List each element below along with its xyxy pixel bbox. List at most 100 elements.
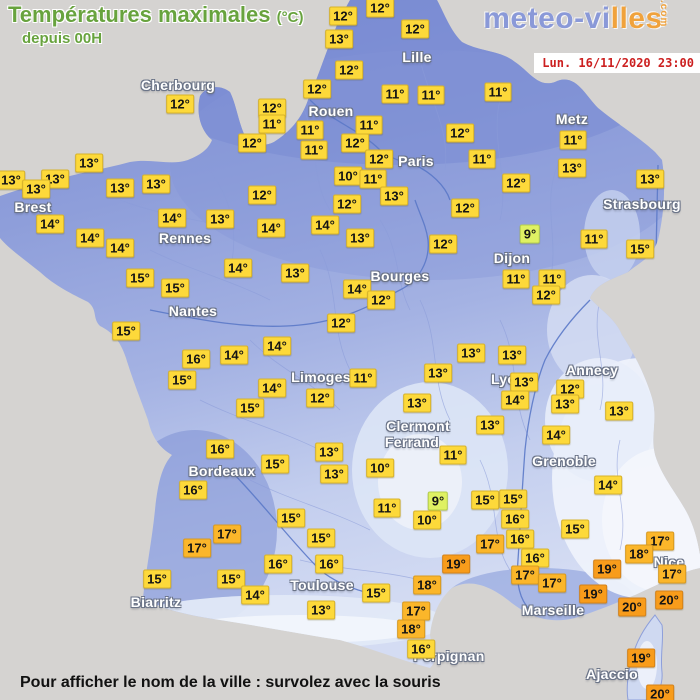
temp-label[interactable]: 13°	[605, 401, 633, 421]
temp-label[interactable]: 15°	[307, 528, 335, 548]
temp-label[interactable]: 10°	[413, 510, 441, 530]
temp-label[interactable]: 11°	[359, 169, 387, 189]
temp-label[interactable]: 14°	[241, 585, 269, 605]
temp-label[interactable]: 15°	[112, 321, 140, 341]
temp-label[interactable]: 15°	[277, 508, 305, 528]
temp-label[interactable]: 16°	[179, 480, 207, 500]
temp-label[interactable]: 13°	[75, 153, 103, 173]
temp-label[interactable]: 14°	[311, 215, 339, 235]
temp-label[interactable]: 12°	[166, 94, 194, 114]
temp-label[interactable]: 12°	[367, 290, 395, 310]
temp-label[interactable]: 13°	[106, 178, 134, 198]
temp-label[interactable]: 14°	[76, 228, 104, 248]
temp-label[interactable]: 19°	[593, 559, 621, 579]
temp-label[interactable]: 12°	[502, 173, 530, 193]
temp-label[interactable]: 9°	[519, 224, 541, 244]
temp-label[interactable]: 15°	[626, 239, 654, 259]
temp-label[interactable]: 12°	[303, 79, 331, 99]
temp-label[interactable]: 13°	[476, 415, 504, 435]
temp-label[interactable]: 16°	[182, 349, 210, 369]
temp-label[interactable]: 19°	[579, 584, 607, 604]
temp-label[interactable]: 11°	[439, 445, 467, 465]
temp-label[interactable]: 14°	[257, 218, 285, 238]
temp-label[interactable]: 12°	[401, 19, 429, 39]
temp-label[interactable]: 12°	[341, 133, 369, 153]
temp-label[interactable]: 11°	[484, 82, 512, 102]
temp-label[interactable]: 15°	[471, 490, 499, 510]
temp-label[interactable]: 14°	[501, 390, 529, 410]
temp-label[interactable]: 11°	[355, 115, 383, 135]
temp-label[interactable]: 15°	[499, 489, 527, 509]
temp-label[interactable]: 15°	[261, 454, 289, 474]
temp-label[interactable]: 11°	[580, 229, 608, 249]
temp-label[interactable]: 17°	[538, 573, 566, 593]
temp-label[interactable]: 13°	[325, 29, 353, 49]
temp-label[interactable]: 15°	[168, 370, 196, 390]
temp-label[interactable]: 17°	[183, 538, 211, 558]
temp-label[interactable]: 11°	[373, 498, 401, 518]
temp-label[interactable]: 15°	[217, 569, 245, 589]
temp-label[interactable]: 15°	[143, 569, 171, 589]
temp-label[interactable]: 12°	[366, 0, 394, 18]
temp-label[interactable]: 18°	[413, 575, 441, 595]
meteo-villes-logo[interactable]: meteo-villes.com	[483, 0, 690, 36]
temp-label[interactable]: 13°	[307, 600, 335, 620]
temp-label[interactable]: 11°	[502, 269, 530, 289]
temp-label[interactable]: 13°	[281, 263, 309, 283]
temp-label[interactable]: 12°	[446, 123, 474, 143]
temp-label[interactable]: 12°	[335, 60, 363, 80]
temp-label[interactable]: 16°	[315, 554, 343, 574]
temp-label[interactable]: 13°	[424, 363, 452, 383]
temp-label[interactable]: 11°	[349, 368, 377, 388]
temp-label[interactable]: 17°	[402, 601, 430, 621]
temp-label[interactable]: 11°	[258, 114, 286, 134]
temp-label[interactable]: 12°	[327, 313, 355, 333]
temp-label[interactable]: 11°	[468, 149, 496, 169]
temp-label[interactable]: 13°	[346, 228, 374, 248]
temp-label[interactable]: 10°	[366, 458, 394, 478]
temp-label[interactable]: 14°	[263, 336, 291, 356]
temp-label[interactable]: 20°	[618, 597, 646, 617]
temp-label[interactable]: 13°	[320, 464, 348, 484]
temp-label[interactable]: 13°	[403, 393, 431, 413]
temp-label[interactable]: 16°	[206, 439, 234, 459]
temp-label[interactable]: 14°	[220, 345, 248, 365]
temp-label[interactable]: 15°	[126, 268, 154, 288]
temp-label[interactable]: 13°	[142, 174, 170, 194]
temp-label[interactable]: 15°	[362, 583, 390, 603]
temp-label[interactable]: 15°	[236, 398, 264, 418]
temp-label[interactable]: 16°	[501, 509, 529, 529]
temp-label[interactable]: 17°	[213, 524, 241, 544]
temp-label[interactable]: 12°	[429, 234, 457, 254]
temp-label[interactable]: 13°	[636, 169, 664, 189]
temp-label[interactable]: 12°	[333, 194, 361, 214]
temp-label[interactable]: 10°	[334, 166, 362, 186]
temp-label[interactable]: 17°	[658, 564, 686, 584]
temp-label[interactable]: 14°	[343, 279, 371, 299]
temp-label[interactable]: 20°	[655, 590, 683, 610]
temp-label[interactable]: 16°	[407, 639, 435, 659]
temp-label[interactable]: 11°	[296, 120, 324, 140]
temp-label[interactable]: 13°	[22, 179, 50, 199]
temp-label[interactable]: 20°	[646, 684, 674, 700]
temp-label[interactable]: 11°	[417, 85, 445, 105]
temp-label[interactable]: 12°	[248, 185, 276, 205]
temp-label[interactable]: 15°	[161, 278, 189, 298]
temp-label[interactable]: 12°	[365, 149, 393, 169]
temp-label[interactable]: 16°	[264, 554, 292, 574]
temp-label[interactable]: 13°	[498, 345, 526, 365]
temp-label[interactable]: 13°	[315, 442, 343, 462]
temp-label[interactable]: 14°	[36, 214, 64, 234]
temp-label[interactable]: 17°	[646, 531, 674, 551]
temp-label[interactable]: 13°	[558, 158, 586, 178]
temp-label[interactable]: 12°	[306, 388, 334, 408]
temp-label[interactable]: 13°	[551, 394, 579, 414]
temp-label[interactable]: 18°	[625, 544, 653, 564]
temp-label[interactable]: 14°	[106, 238, 134, 258]
temp-label[interactable]: 13°	[0, 170, 25, 190]
temp-label[interactable]: 14°	[594, 475, 622, 495]
temp-label[interactable]: 19°	[627, 648, 655, 668]
temp-label[interactable]: 12°	[532, 285, 560, 305]
temp-label[interactable]: 11°	[559, 130, 587, 150]
temp-label[interactable]: 17°	[511, 565, 539, 585]
